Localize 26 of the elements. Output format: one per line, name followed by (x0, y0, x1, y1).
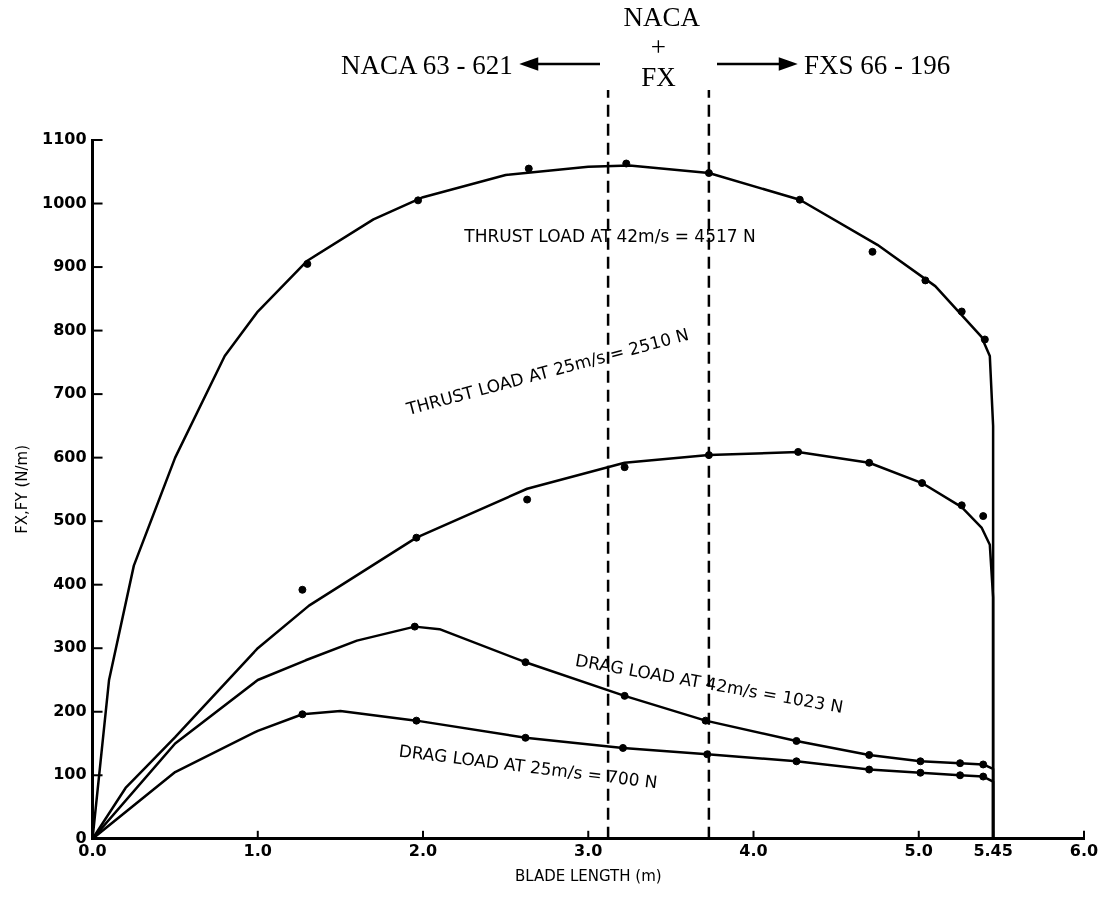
y-tick-label: 1100 (42, 129, 87, 149)
y-tick-label: 600 (53, 446, 87, 466)
y-tick-label: 300 (53, 637, 87, 657)
annotation: DRAG LOAD AT 25m/s = 700 N (397, 740, 659, 793)
x-tick-label: 4.0 (739, 840, 768, 860)
x-tick-label: 1.0 (243, 840, 272, 860)
x-tick-label: 6.0 (1069, 840, 1099, 860)
x-axis-title: BLADE LENGTH (m) (514, 866, 662, 885)
y-tick-label: 1000 (42, 192, 87, 212)
text: NACA + FX (623, 2, 700, 92)
y-axis-title: FX,FY (N/m) (12, 444, 31, 534)
x-tick-label: 5.0 (904, 840, 933, 860)
y-tick-label: 500 (53, 510, 87, 530)
text: NACA 63 - 621 (341, 50, 513, 80)
x-tick-label: 2.0 (408, 840, 438, 860)
y-tick-label: 800 (53, 319, 87, 339)
annotation: THRUST LOAD AT 42m/s = 4517 N (463, 226, 756, 247)
y-tick-label: 900 (53, 256, 87, 276)
text: FXS 66 - 196 (803, 50, 951, 80)
x-tick-label: 3.0 (574, 840, 603, 860)
annotation: DRAG LOAD AT 42m/s = 1023 N (573, 650, 845, 717)
y-tick-label: 200 (53, 700, 87, 720)
y-tick-label: 400 (53, 573, 87, 593)
y-tick-label: 100 (53, 764, 87, 784)
x-tick-label: 5.45 (973, 840, 1013, 860)
y-tick-label: 700 (53, 383, 87, 403)
